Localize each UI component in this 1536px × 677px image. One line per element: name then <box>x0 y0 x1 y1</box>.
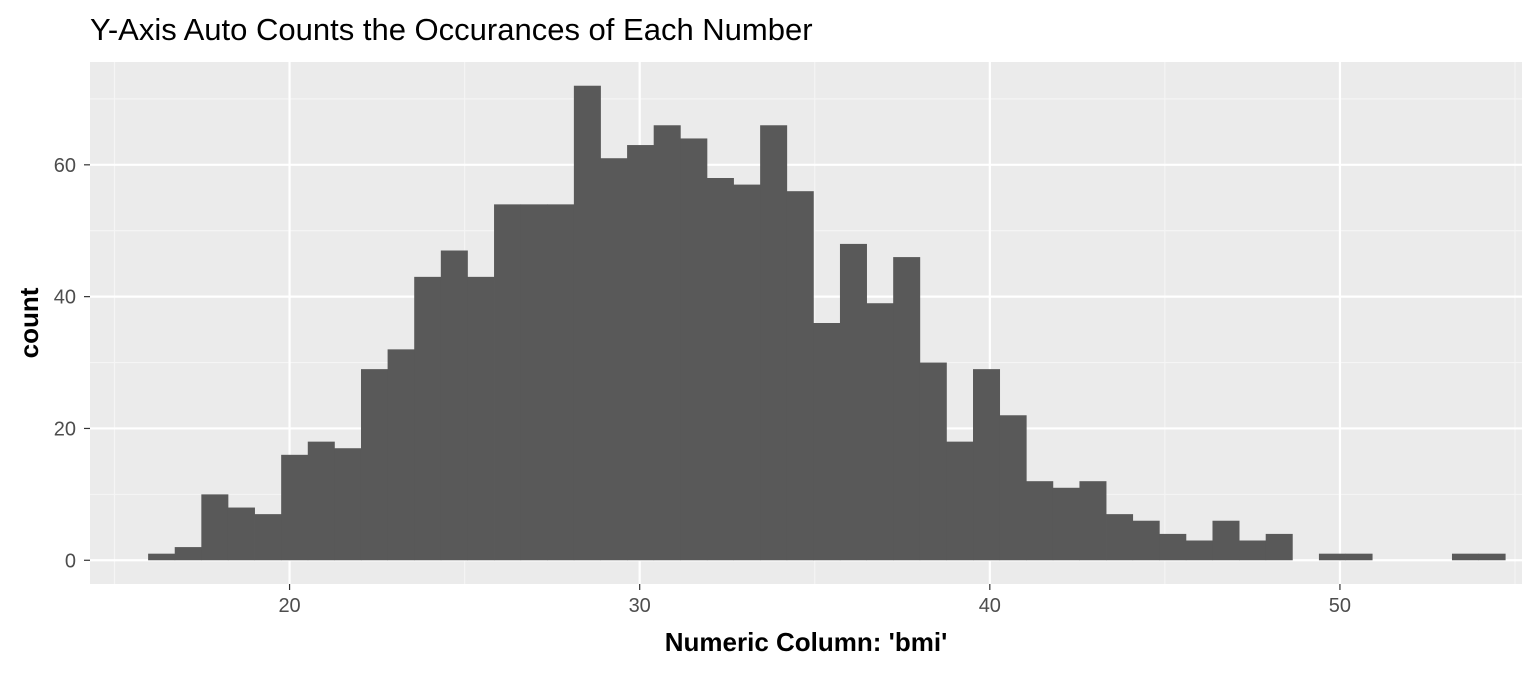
y-axis-title: count <box>14 287 44 358</box>
histogram-bar <box>946 441 974 561</box>
histogram-bar <box>387 349 415 561</box>
histogram-bar <box>866 303 894 561</box>
histogram-bar <box>1132 520 1160 561</box>
histogram-bar <box>999 415 1027 561</box>
histogram-bar <box>786 191 814 561</box>
histogram-bar <box>414 276 442 561</box>
histogram-bar <box>1345 553 1373 561</box>
x-tick-label: 40 <box>979 595 1001 617</box>
chart-title: Y-Axis Auto Counts the Occurances of Eac… <box>90 12 813 47</box>
histogram-bar <box>1106 514 1134 561</box>
y-tick-label: 0 <box>65 550 76 572</box>
histogram-bar <box>1265 533 1293 561</box>
histogram-bar <box>600 158 628 561</box>
x-axis: 20 30 40 50 <box>278 584 1351 617</box>
x-axis-title: Numeric Column: 'bmi' <box>665 627 948 657</box>
y-tick-label: 40 <box>54 287 76 309</box>
y-tick-label: 60 <box>54 155 76 177</box>
histogram-bar <box>520 204 548 561</box>
histogram-bar <box>919 362 947 561</box>
histogram-bar <box>733 184 761 561</box>
histogram-bar <box>334 448 362 561</box>
histogram-bar <box>760 125 788 561</box>
histogram-bar <box>813 323 841 561</box>
histogram-bar <box>653 125 681 561</box>
histogram-bar <box>547 204 575 561</box>
histogram-bar <box>440 250 468 561</box>
histogram-bar <box>148 553 176 561</box>
histogram-bar <box>839 243 867 561</box>
histogram-bar <box>1026 481 1054 561</box>
histogram-bar <box>201 494 229 561</box>
y-axis: 0 20 40 60 <box>54 155 90 572</box>
histogram-bar <box>706 178 734 561</box>
histogram-bar <box>1451 553 1479 561</box>
y-tick-label: 20 <box>54 418 76 440</box>
histogram-bar <box>254 514 282 561</box>
histogram-bar <box>627 145 655 561</box>
x-tick-label: 20 <box>278 595 300 617</box>
histogram-bar <box>281 454 309 561</box>
histogram-bar <box>573 85 601 561</box>
histogram-bar <box>1159 533 1187 561</box>
histogram-bar <box>1185 540 1213 561</box>
histogram-bar <box>973 369 1001 561</box>
histogram-bar <box>1239 540 1267 561</box>
histogram-bar <box>360 369 389 561</box>
histogram-bar <box>307 441 335 561</box>
histogram-bar <box>893 257 921 561</box>
histogram-bar <box>1052 487 1080 561</box>
histogram-bar <box>494 204 522 561</box>
histogram-bar <box>1318 553 1346 561</box>
x-tick-label: 50 <box>1329 595 1351 617</box>
histogram-bar <box>1478 553 1506 561</box>
x-tick-label: 30 <box>629 595 651 617</box>
histogram-bars <box>148 85 1506 561</box>
histogram-bar <box>680 138 708 561</box>
histogram-bar <box>1079 481 1107 561</box>
histogram-bar <box>467 276 495 561</box>
histogram-bar <box>227 507 255 561</box>
histogram-bar <box>1212 520 1240 561</box>
histogram-bar <box>174 547 202 561</box>
